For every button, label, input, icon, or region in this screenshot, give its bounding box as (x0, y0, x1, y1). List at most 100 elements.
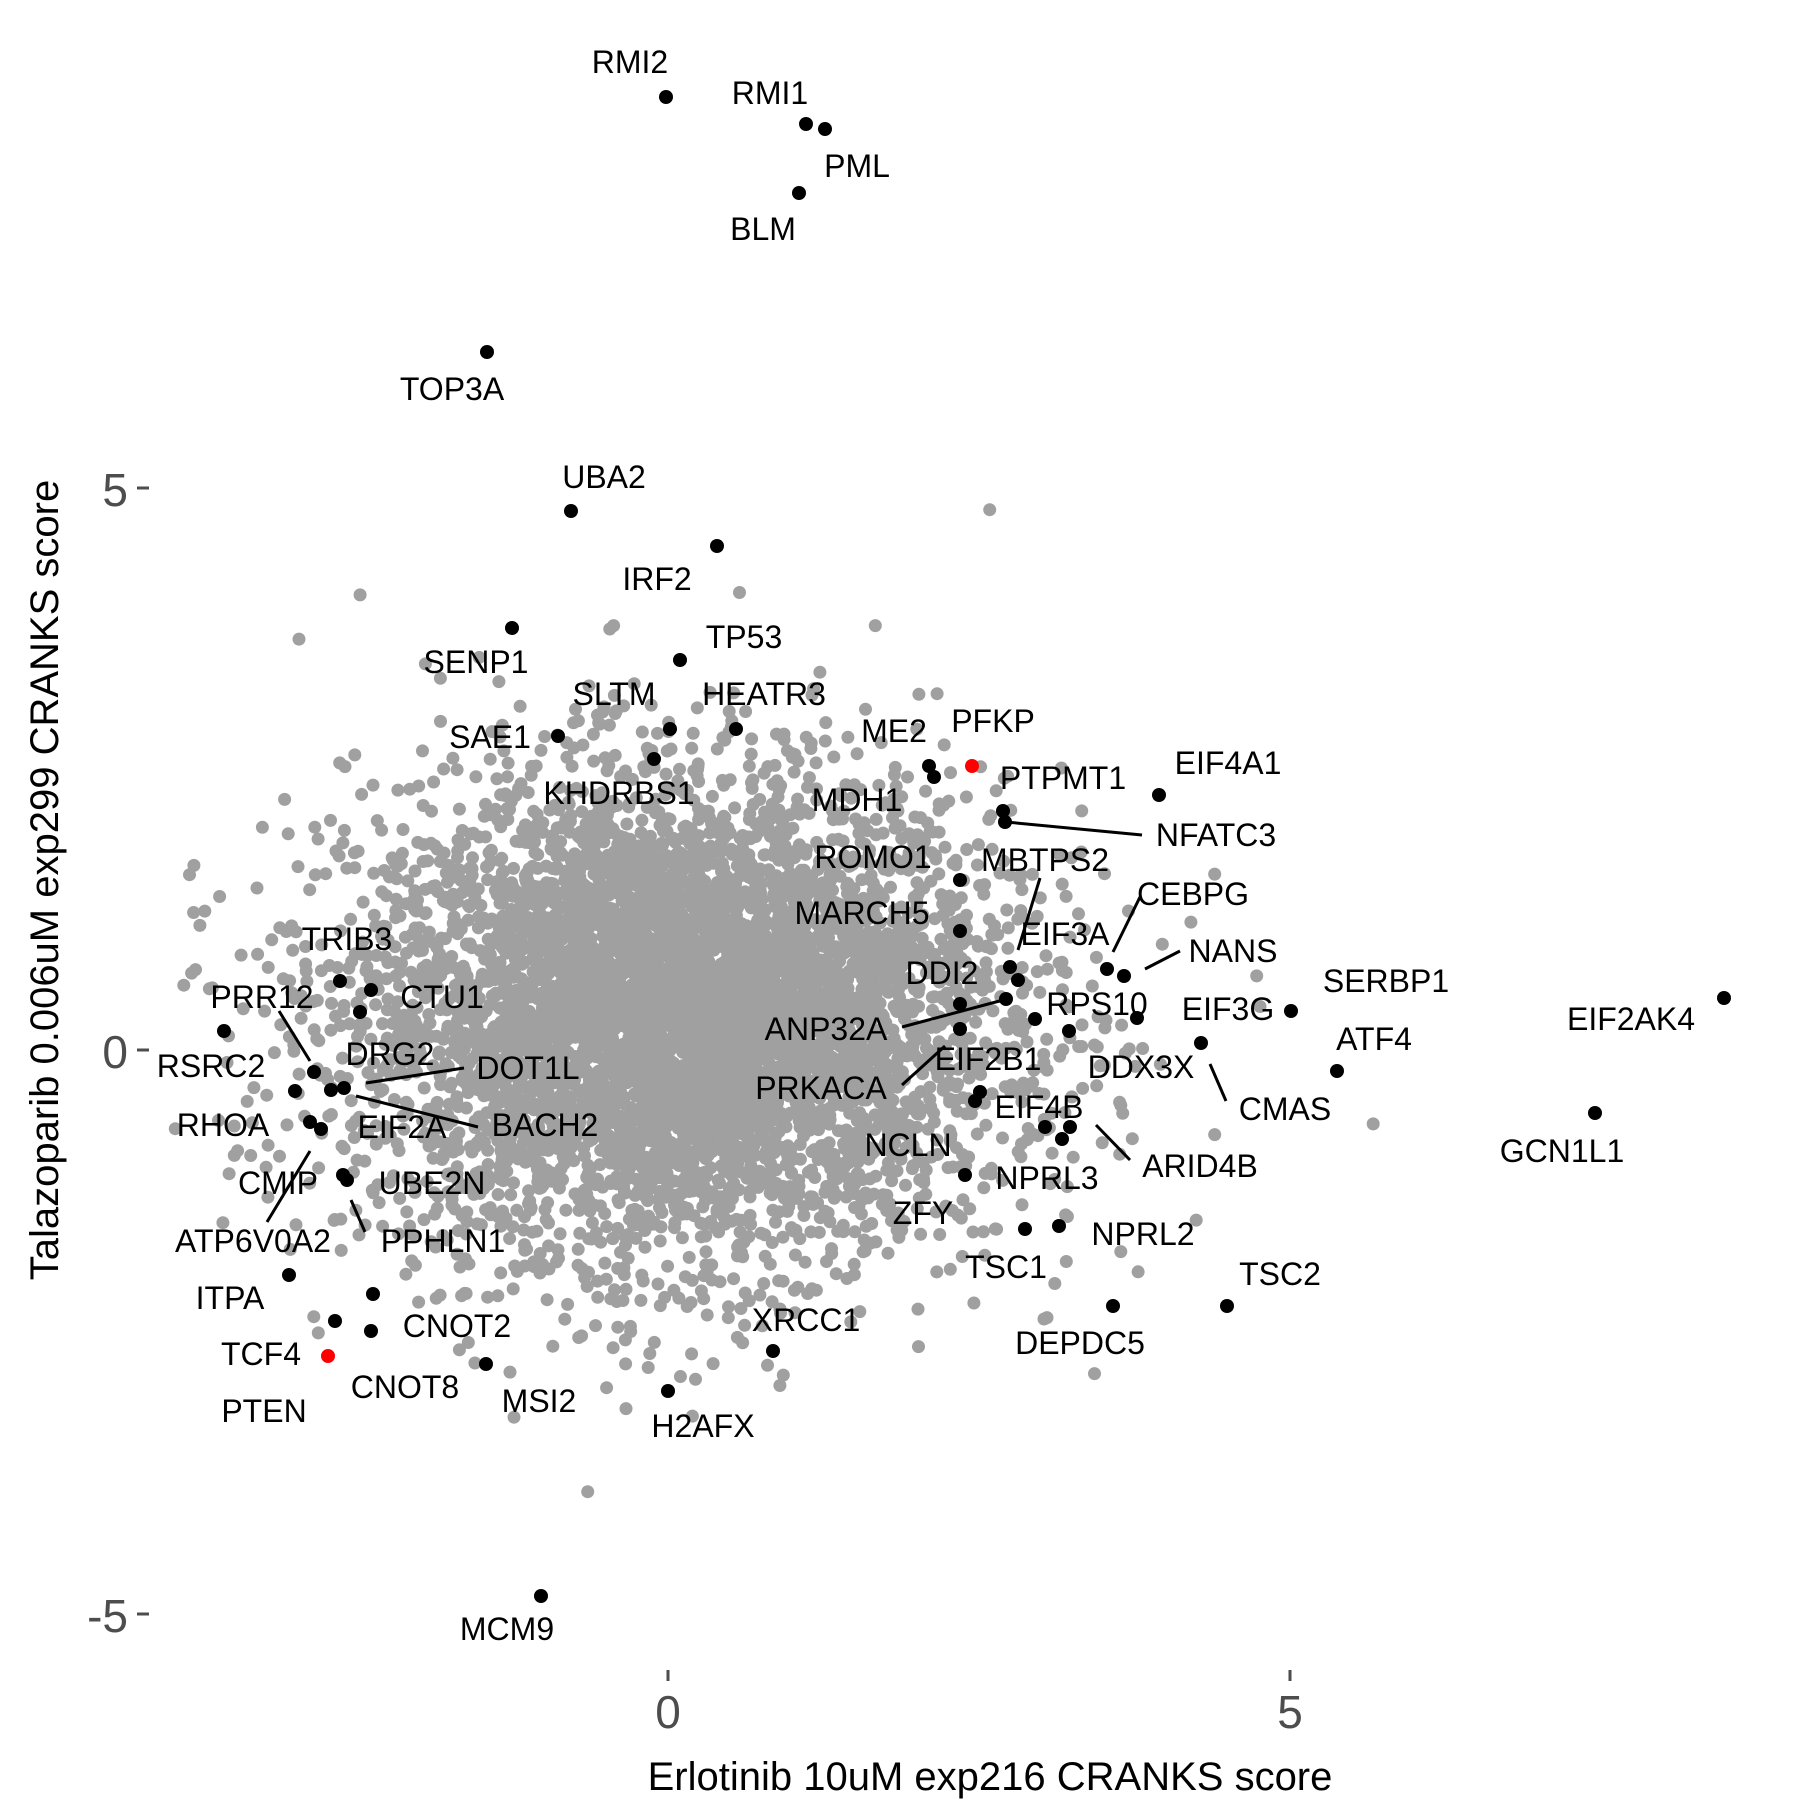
cloud-point (950, 1141, 963, 1155)
cloud-point (425, 804, 438, 818)
cloud-point (311, 832, 325, 846)
cloud-point (620, 817, 634, 831)
cloud-point (679, 858, 693, 872)
cloud-point (810, 793, 824, 807)
cloud-point (923, 825, 937, 839)
cloud-point (393, 1191, 407, 1205)
cloud-point (653, 1299, 667, 1313)
cloud-point (444, 960, 458, 974)
cloud-point (504, 1188, 518, 1202)
cloud-point (829, 1267, 843, 1281)
cloud-point (427, 775, 441, 789)
cloud-point (651, 1193, 665, 1207)
cloud-point (714, 845, 728, 859)
cloud-point (367, 866, 381, 880)
cloud-point (265, 933, 279, 947)
cloud-point (324, 813, 337, 827)
cloud-point (518, 1243, 532, 1257)
cloud-point (1015, 883, 1029, 897)
cloud-point (480, 860, 493, 874)
cloud-point (969, 1015, 983, 1029)
cloud-point (754, 1226, 768, 1240)
cloud-point (625, 1203, 639, 1217)
cloud-point (917, 1176, 931, 1189)
cloud-point (600, 1381, 614, 1395)
cloud-point (372, 1196, 386, 1210)
cloud-point (853, 1305, 867, 1319)
cloud-point (396, 823, 410, 836)
cloud-point (450, 763, 464, 777)
cloud-point (593, 1158, 607, 1172)
cloud-point (586, 727, 600, 741)
cloud-point (352, 1228, 366, 1242)
cloud-point (501, 756, 515, 770)
cloud-point (793, 807, 807, 821)
cloud-point (530, 807, 544, 821)
cloud-point (385, 851, 399, 865)
cloud-point (1088, 1367, 1101, 1381)
cloud-point (522, 1184, 536, 1198)
cloud-point (404, 965, 418, 979)
cloud-point (667, 1283, 681, 1297)
cloud-point (496, 1204, 510, 1218)
cloud-point (1250, 969, 1264, 983)
cloud-point (899, 1095, 913, 1109)
cloud-point (433, 1288, 447, 1302)
cloud-point (787, 765, 801, 779)
cloud-point (900, 1049, 914, 1063)
cloud-point (1128, 1059, 1142, 1073)
cloud-point (456, 1043, 470, 1057)
cloud-point (325, 996, 338, 1010)
cloud-point (391, 783, 405, 797)
cloud-point (699, 1258, 713, 1272)
cloud-point (1078, 923, 1091, 937)
cloud-point (753, 793, 767, 806)
cloud-point (329, 844, 343, 858)
cloud-point (526, 950, 540, 964)
cloud-point (960, 843, 974, 856)
cloud-point (673, 762, 686, 776)
cloud-point (397, 1122, 411, 1136)
cloud-point (469, 770, 483, 784)
cloud-point (761, 760, 775, 774)
cloud-point (1075, 804, 1089, 818)
cloud-point (1030, 909, 1044, 923)
cloud-point (884, 880, 897, 894)
cloud-point (634, 826, 648, 840)
cloud-point (1040, 1063, 1054, 1077)
cloud-point (494, 1266, 508, 1280)
cloud-point (445, 1076, 459, 1090)
cloud-point (944, 766, 957, 780)
cloud-point (512, 782, 526, 796)
cloud-point (1059, 889, 1073, 903)
cloud-point (564, 784, 577, 797)
cloud-point (619, 1282, 633, 1296)
cloud-point (744, 747, 758, 761)
cloud-point (497, 744, 511, 758)
cloud-point (643, 1347, 657, 1360)
cloud-point (838, 979, 852, 993)
cloud-point (777, 727, 791, 741)
cloud-point (503, 1365, 517, 1379)
cloud-point (611, 1320, 625, 1334)
cloud-point (558, 1312, 572, 1326)
cloud-point (399, 1267, 413, 1281)
cloud-point (408, 884, 422, 898)
cloud-point (193, 918, 207, 932)
cloud-point (598, 751, 612, 765)
cloud-point (333, 756, 347, 770)
cloud-point (985, 1087, 999, 1101)
cloud-point (400, 1205, 414, 1219)
cloud-point (417, 1081, 431, 1095)
cloud-point (334, 1243, 348, 1257)
cloud-point (715, 1143, 728, 1157)
cloud-point (416, 943, 429, 957)
cloud-point (287, 1044, 301, 1058)
cloud-point (307, 1310, 321, 1324)
cloud-point (227, 1148, 241, 1162)
cloud-point (943, 1262, 957, 1276)
cloud-point (837, 1160, 851, 1174)
cloud-point (727, 1272, 741, 1286)
cloud-point (841, 730, 855, 744)
